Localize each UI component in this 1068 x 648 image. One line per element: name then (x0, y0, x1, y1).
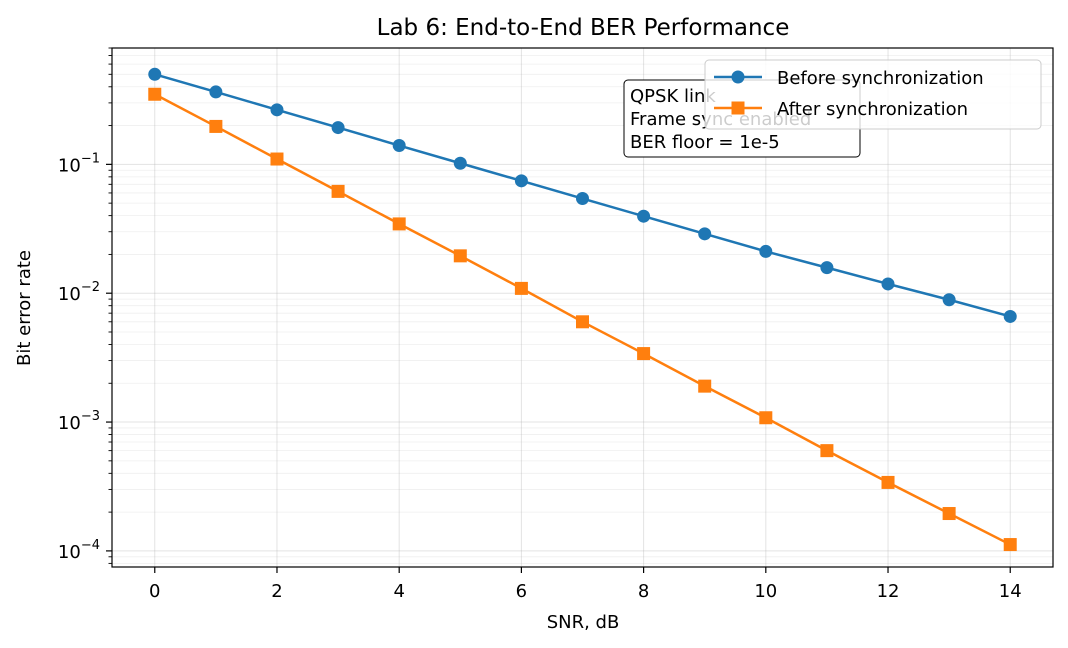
data-point-after (148, 87, 162, 101)
x-tick-label: 14 (999, 581, 1022, 602)
data-point-before (637, 209, 651, 223)
data-point-after (637, 347, 651, 361)
data-point-before (392, 139, 406, 153)
annotation-line-3: BER floor = 1e-5 (630, 132, 780, 153)
x-tick-label: 4 (393, 581, 404, 602)
y-axis-label: Bit error rate (14, 250, 35, 366)
data-point-after (331, 184, 345, 198)
x-tick-label: 0 (149, 581, 160, 602)
data-point-after (759, 411, 773, 425)
legend-frame (704, 59, 1042, 130)
x-axis-ticks: 0 2 4 6 8 10 12 14 (149, 567, 1022, 602)
data-point-before (1003, 309, 1017, 323)
y-axis-ticks: 10−4 10−3 10−2 10−1 (58, 47, 112, 564)
data-point-before (148, 67, 162, 81)
x-tick-label: 10 (754, 581, 777, 602)
data-point-after (270, 152, 284, 166)
legend-label-after: After synchronization (777, 99, 968, 120)
data-point-after (209, 119, 223, 133)
legend-label-before: Before synchronization (777, 68, 984, 89)
data-point-before (942, 293, 956, 307)
y-tick-label: 10−2 (58, 280, 100, 305)
data-point-before (209, 85, 223, 99)
chart-title: Lab 6: End-to-End BER Performance (377, 15, 790, 41)
x-tick-label: 2 (271, 581, 282, 602)
data-point-before (514, 174, 528, 188)
data-point-before (759, 244, 773, 258)
data-point-after (881, 475, 895, 489)
annotation-line-1: QPSK link (630, 86, 716, 107)
data-point-after (514, 281, 528, 295)
data-point-after (942, 507, 956, 521)
legend-marker-after (731, 101, 745, 115)
legend: Before synchronization After synchroniza… (704, 59, 1042, 130)
plot-frame (111, 47, 1054, 568)
data-point-after (820, 444, 834, 458)
data-point-after (453, 249, 467, 263)
legend-marker-before (731, 70, 745, 84)
x-tick-label: 12 (877, 581, 900, 602)
data-point-after (576, 315, 589, 329)
x-tick-label: 6 (516, 581, 527, 602)
y-tick-label: 10−4 (58, 538, 100, 563)
series-layer (148, 67, 1017, 552)
x-axis-label: SNR, dB (547, 612, 620, 633)
data-point-before (453, 156, 467, 170)
data-point-after (698, 379, 712, 393)
data-point-before (576, 192, 589, 206)
data-point-before (331, 121, 345, 135)
data-point-before (881, 277, 895, 291)
data-point-before (698, 227, 712, 241)
data-point-after (392, 217, 406, 231)
data-point-before (270, 103, 284, 117)
data-point-before (820, 261, 834, 275)
plot-border (111, 47, 1054, 568)
y-tick-label: 10−3 (58, 409, 100, 434)
y-tick-label: 10−1 (58, 151, 100, 176)
data-point-after (1003, 538, 1017, 552)
x-tick-label: 8 (638, 581, 649, 602)
